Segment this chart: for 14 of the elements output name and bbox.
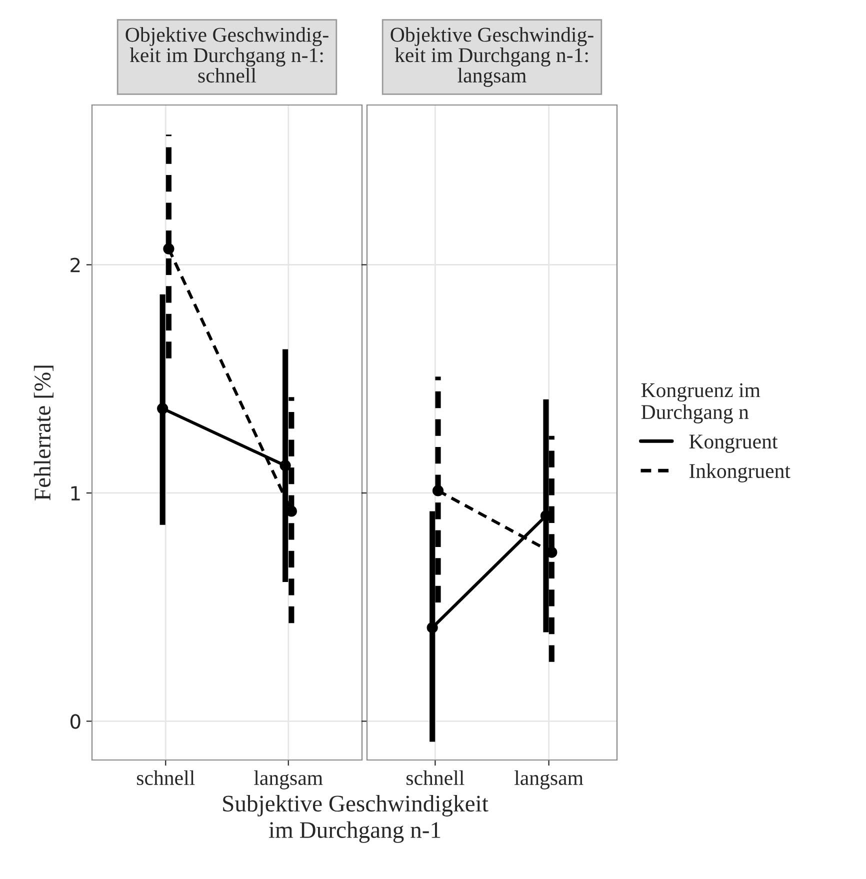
chart-title: Objektive Geschwindig- keit im Durchgang n-1: langsam: [390, 27, 594, 87]
y-axis-title: Fehlerrate [%]: [34, 366, 54, 500]
y-tick-label: 1: [71, 486, 80, 500]
y-tick-label: 2: [70, 258, 80, 272]
chart-title: Objektive Geschwindig- keit im Durchgang n-1: schnell: [126, 27, 328, 83]
x-tick-label: langsam: [254, 770, 323, 790]
y-tick-label: 0: [70, 714, 80, 729]
x-tick-label: langsam: [514, 770, 584, 790]
x-tick-label: schnell: [406, 770, 464, 786]
x-tick-label: schnell: [136, 770, 195, 786]
legend-title: Kongruenz im Durchgang n: [641, 383, 760, 424]
x-axis-title: Subjektive Geschwindigkeit im Durchgang n-1: [223, 795, 488, 843]
legend-label: Kongruent: [689, 434, 778, 453]
legend-label: Inkongruent: [689, 463, 790, 482]
